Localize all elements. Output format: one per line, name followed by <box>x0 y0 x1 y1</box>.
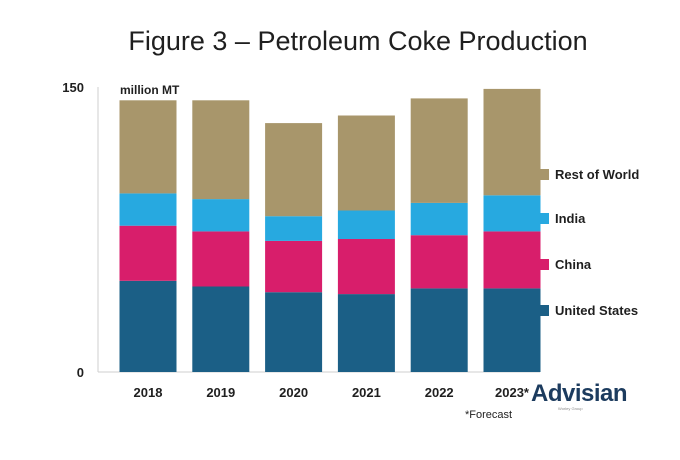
legend-label: India <box>555 211 586 226</box>
legend-swatch <box>538 305 549 316</box>
bar-segment <box>483 88 541 196</box>
legend-swatch <box>538 259 549 270</box>
bar-segment <box>265 240 323 293</box>
bar-segment <box>337 210 395 239</box>
logo-text: Advisian <box>531 380 627 407</box>
bar-segment <box>192 100 250 200</box>
legend-swatch <box>538 169 549 180</box>
bar-segment <box>265 292 323 372</box>
bar-segment <box>265 216 323 241</box>
bar-segment <box>265 123 323 217</box>
bar-segment <box>483 195 541 232</box>
bar-segment <box>410 288 468 372</box>
advisian-logo: Advisian Worley Group <box>531 380 628 411</box>
y-unit-label: million MT <box>120 83 180 97</box>
x-tick-label: 2018 <box>134 385 163 400</box>
bar-segment <box>483 288 541 372</box>
bar-segment <box>192 231 250 287</box>
y-tick-label: 150 <box>62 80 84 95</box>
y-ticks: 0 150 <box>62 80 84 380</box>
bar-segment <box>410 202 468 236</box>
legend-label: China <box>555 257 592 272</box>
bar-segment <box>410 235 468 289</box>
bar-segment <box>192 286 250 372</box>
bar-segment <box>119 100 177 194</box>
x-tick-label: 2019 <box>206 385 235 400</box>
bar-segment <box>337 239 395 295</box>
logo-tagline: Worley Group <box>558 406 583 411</box>
bar-segment <box>119 193 177 226</box>
bar-segment <box>483 231 541 289</box>
y-tick-label: 0 <box>77 365 84 380</box>
legend-swatch <box>538 213 549 224</box>
bar-segment <box>119 280 177 372</box>
bar-segment <box>119 225 177 281</box>
legend: United States China India Rest of World <box>538 167 639 318</box>
legend-label: Rest of World <box>555 167 639 182</box>
x-tick-label: 2022 <box>425 385 454 400</box>
legend-label: United States <box>555 303 638 318</box>
x-tick-label: 2023* <box>495 385 530 400</box>
x-tick-labels: 2018 2019 2020 2021 2022 2023* <box>134 385 530 400</box>
bar-segment <box>337 294 395 372</box>
bars <box>119 88 541 372</box>
forecast-footnote: *Forecast <box>465 409 512 421</box>
x-tick-label: 2020 <box>279 385 308 400</box>
bar-segment <box>192 199 250 232</box>
chart-title: Figure 3 – Petroleum Coke Production <box>128 26 587 56</box>
bar-segment <box>410 98 468 203</box>
bar-segment <box>337 115 395 211</box>
x-tick-label: 2021 <box>352 385 381 400</box>
